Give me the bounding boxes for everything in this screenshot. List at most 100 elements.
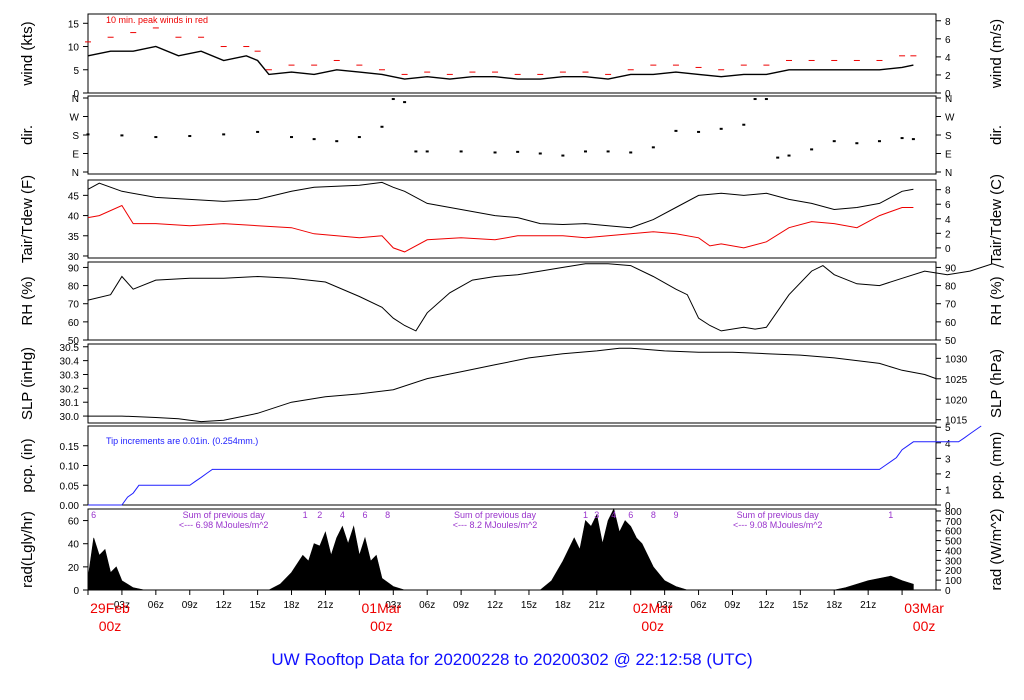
ytick-right-label-slp: 1025 [945, 375, 968, 386]
ytick-right-label-temp: 6 [945, 200, 951, 211]
ytick-label-wind: 10 [68, 43, 80, 54]
rad-tip-mark: 1 [303, 510, 308, 520]
plot-frame-wind [87, 13, 937, 94]
ytick-right-label-rad: 0 [945, 586, 951, 597]
ytick-right-label-rad: 800 [945, 507, 962, 518]
rad-annotation: Sum of previous day [454, 510, 537, 520]
dir-point [810, 148, 814, 151]
ytick-label-slp: 30.2 [60, 384, 80, 395]
xtick-label: 06z [419, 600, 435, 611]
rad-tip-mark: 4 [340, 510, 345, 520]
series-slp-0 [88, 347, 937, 423]
dir-point [86, 133, 90, 136]
dir-point [877, 140, 881, 143]
ytick-label-slp: 30.1 [60, 398, 80, 409]
ytick-right-label-temp: 8 [945, 186, 951, 197]
ylabel-right-wind: wind (m/s) [988, 19, 1005, 89]
ytick-right-label-rh: 90 [945, 263, 957, 274]
ytick-label-rh: 70 [68, 300, 80, 311]
xtick-label: 09z [724, 600, 740, 611]
ytick-right-label-rh: 80 [945, 282, 957, 293]
rad-tip-mark: 6 [91, 510, 96, 520]
dir-point [855, 142, 859, 145]
dir-point [414, 150, 418, 153]
dir-point [629, 151, 633, 154]
ytick-label-dir: N [72, 168, 79, 179]
ytick-right-label-temp: 0 [945, 244, 951, 255]
plot-frame-rh [87, 261, 937, 341]
ytick-right-label-temp: 4 [945, 215, 951, 226]
series-temp-1 [87, 204, 914, 253]
dir-point [154, 136, 158, 139]
ytick-right-label-wind: 6 [945, 35, 951, 46]
series-pcp-0 [88, 425, 982, 506]
ytick-right-label-dir: W [945, 113, 955, 124]
ytick-label-wind: 15 [68, 19, 80, 30]
dir-point [561, 154, 565, 157]
series-rad-0 [87, 508, 914, 591]
dir-point [719, 127, 723, 130]
rad-annotation: <--- 8.2 MJoules/m^2 [453, 520, 538, 530]
ytick-right-label-rad: 100 [945, 576, 962, 587]
ytick-right-label-pcp: 4 [945, 439, 951, 450]
ytick-label-dir: S [72, 131, 79, 142]
rad-tip-mark: 2 [317, 510, 322, 520]
xtick-label: 12z [216, 600, 232, 611]
ylabel-pcp: pcp. (in) [19, 438, 36, 492]
rad-tip-mark: 8 [651, 510, 656, 520]
ytick-label-pcp: 0.00 [60, 501, 80, 512]
xtick-label: 21z [317, 600, 333, 611]
dir-point [120, 134, 124, 137]
ytick-right-label-pcp: 1 [945, 485, 951, 496]
ytick-label-pcp: 0.05 [60, 481, 80, 492]
ytick-label-rad: 0 [73, 586, 79, 597]
dir-point [357, 136, 361, 139]
xtick-label: 12z [758, 600, 774, 611]
date-label: 03Mar [904, 600, 944, 616]
dir-point [493, 151, 497, 154]
plot-frame-temp [87, 179, 937, 259]
ytick-right-label-rad: 600 [945, 527, 962, 538]
ylabel-right-rad: rad (W/m^2) [988, 508, 1005, 590]
xtick-label: 12z [487, 600, 503, 611]
xtick-label: 15z [792, 600, 808, 611]
date-label: 29Feb [90, 600, 130, 616]
xtick-label: 15z [250, 600, 266, 611]
ytick-right-label-slp: 1020 [945, 395, 968, 406]
series-temp-0 [87, 181, 914, 229]
annotation-wind: 10 min. peak winds in red [106, 15, 208, 25]
xtick-label: 09z [453, 600, 469, 611]
dir-point [403, 101, 407, 104]
dir-point [256, 130, 260, 133]
annotation-pcp: Tip increments are 0.01in. (0.254mm.) [106, 436, 258, 446]
plot-frame-dir [87, 95, 937, 175]
ytick-right-label-rad: 300 [945, 556, 962, 567]
dir-point [516, 150, 520, 153]
plot-frame-slp [87, 343, 937, 424]
ytick-right-label-pcp: 0 [945, 501, 951, 512]
ytick-label-rad: 40 [68, 540, 80, 551]
dir-point [583, 150, 587, 153]
dir-point [312, 138, 316, 141]
dir-point [911, 138, 915, 141]
ytick-label-slp: 30.3 [60, 370, 80, 381]
date-hour-label: 00z [641, 618, 664, 634]
ytick-label-temp: 45 [68, 191, 80, 202]
dir-point [776, 156, 780, 159]
ylabel-right-pcp: pcp. (mm) [988, 432, 1005, 500]
dir-point [697, 130, 701, 133]
ytick-right-label-dir: N [945, 94, 952, 105]
xtick-label: 06z [690, 600, 706, 611]
date-label: 01Mar [362, 600, 402, 616]
ytick-right-label-wind: 0 [945, 89, 951, 100]
dir-point [753, 98, 757, 101]
xtick-label: 03z [114, 600, 130, 611]
ytick-right-label-rh: 70 [945, 300, 957, 311]
ytick-right-label-pcp: 5 [945, 423, 951, 434]
rad-annotation: Sum of previous day [737, 510, 820, 520]
ytick-right-label-wind: 8 [945, 17, 951, 28]
ytick-label-temp: 40 [68, 212, 80, 223]
ytick-label-pcp: 0.15 [60, 442, 80, 453]
dir-point [606, 150, 610, 153]
